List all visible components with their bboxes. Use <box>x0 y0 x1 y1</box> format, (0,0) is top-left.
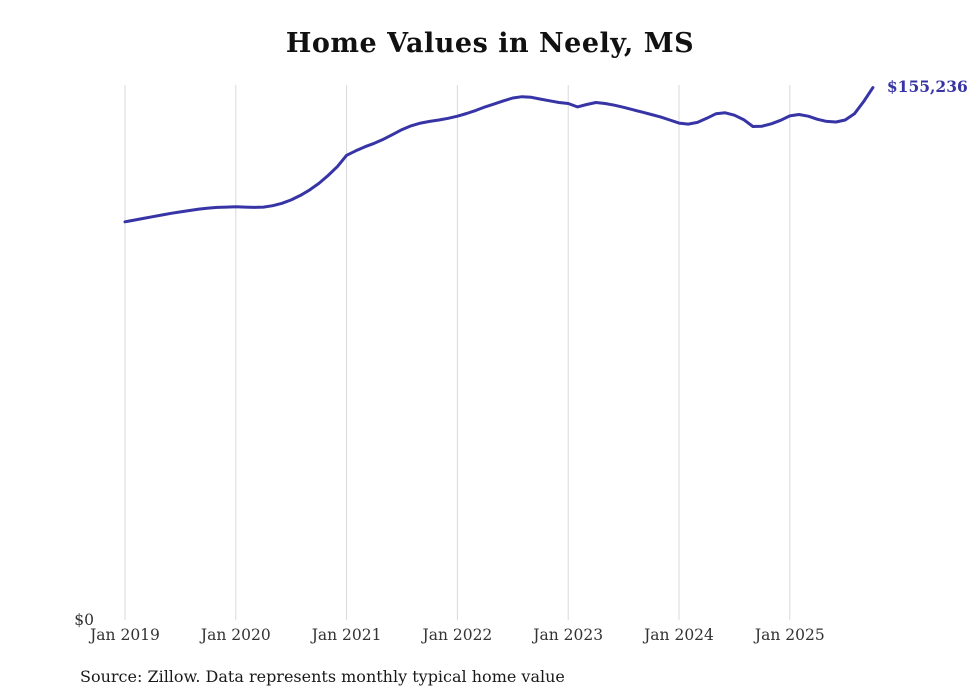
x-tick-label: Jan 2021 <box>311 626 382 644</box>
x-tick-label: Jan 2019 <box>90 626 160 644</box>
x-tick-label: Jan 2020 <box>200 626 271 644</box>
x-tick-label: Jan 2022 <box>422 626 493 644</box>
x-tick-label: Jan 2025 <box>754 626 825 644</box>
source-note: Source: Zillow. Data represents monthly … <box>80 667 565 686</box>
x-tick-label: Jan 2023 <box>533 626 604 644</box>
y-tick-label-zero: $0 <box>74 611 94 629</box>
chart-title: Home Values in Neely, MS <box>285 28 695 59</box>
home-value-line <box>123 86 875 224</box>
x-tick-label: Jan 2024 <box>644 626 714 644</box>
end-value-label: $155,236 <box>886 76 968 96</box>
x-axis-tick-labels: Jan 2019 Jan 2020 Jan 2021 Jan 2022 Jan 2023… <box>0 626 980 648</box>
